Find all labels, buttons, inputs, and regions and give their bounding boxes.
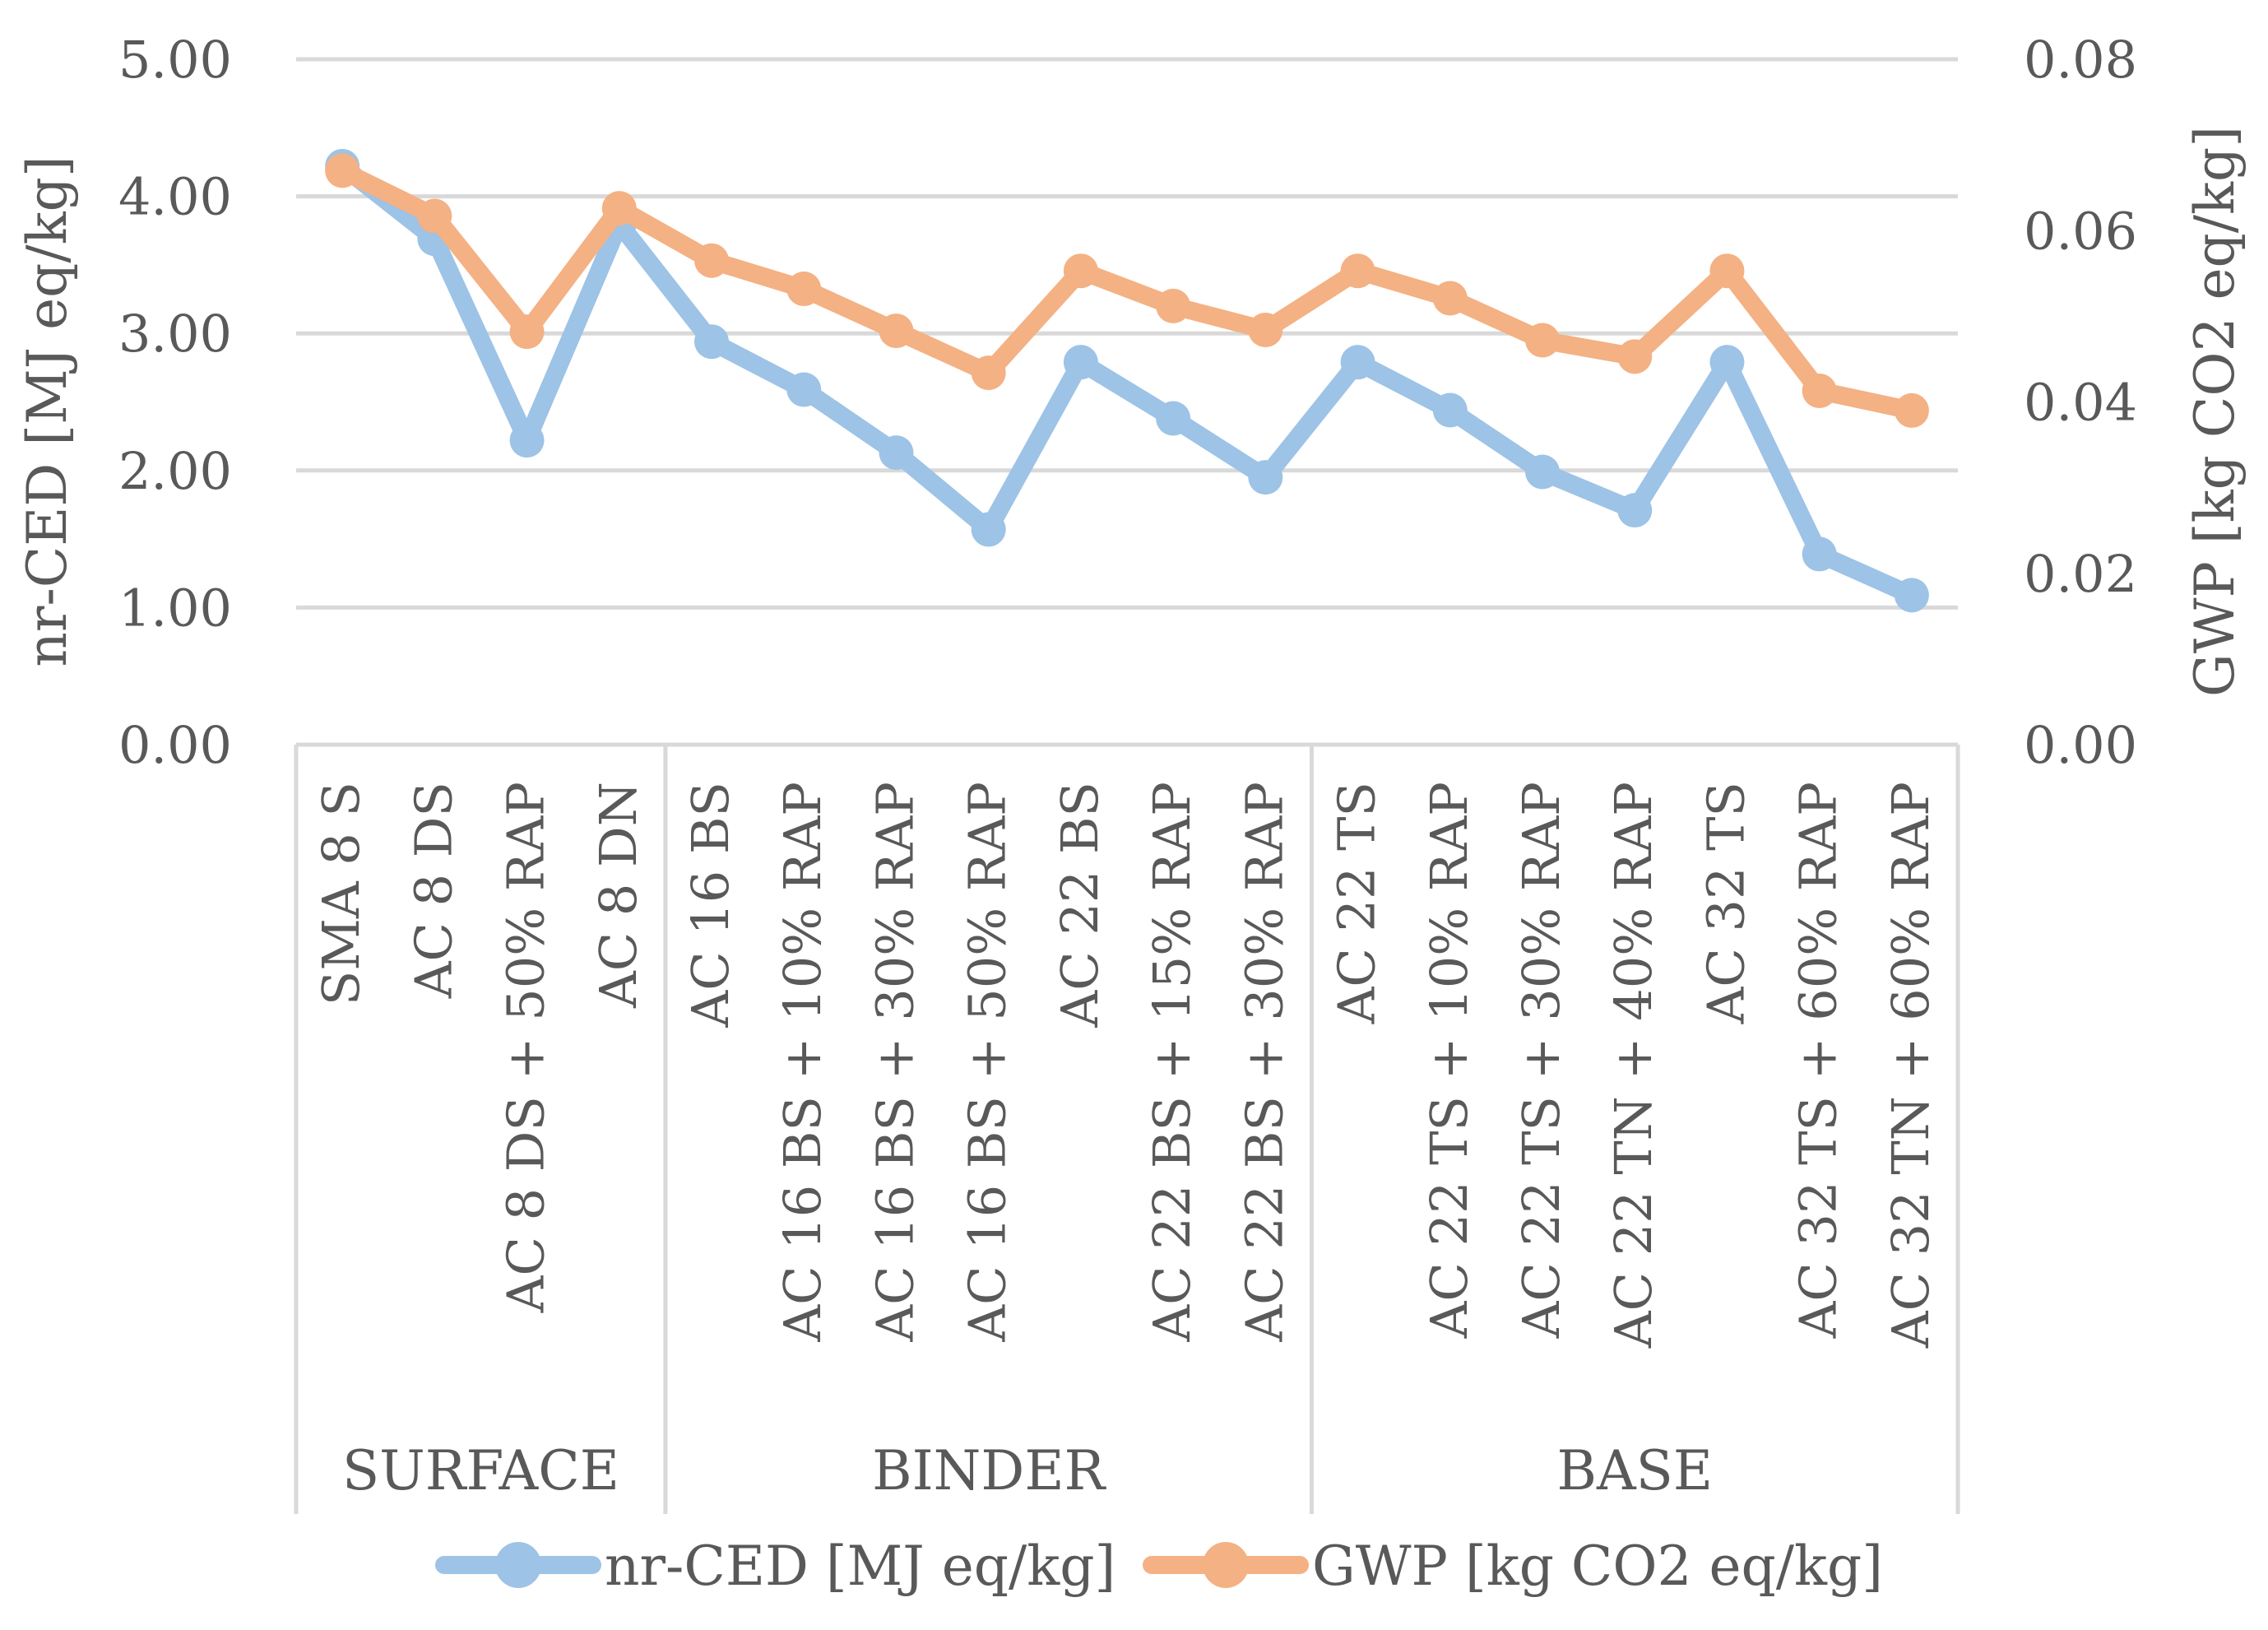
right-tick-label: 0.06 [2024,201,2137,261]
right-tick-label: 0.02 [2024,544,2137,604]
right-tick-label: 0.04 [2024,373,2137,433]
data-point [1617,339,1653,374]
data-point [786,272,822,307]
data-point [1802,373,1837,408]
category-label: AC 32 TS [1695,782,1755,1024]
data-point [601,191,637,226]
category-label: AC 16 BS + 50% RAP [958,782,1018,1343]
data-point [1432,281,1468,316]
category-label: AC 8 DS + 50% RAP [496,782,556,1313]
data-point [1340,253,1375,289]
group-label: SURFACE [342,1439,619,1502]
data-point [1248,460,1283,495]
category-label: AC 32 TN + 60% RAP [1881,782,1941,1349]
data-point [1063,345,1098,380]
left-tick-label: 5.00 [118,30,232,90]
data-point [509,423,545,458]
data-point [1525,454,1560,490]
category-label: AC 22 BS [1050,782,1110,1029]
left-tick-label: 2.00 [118,441,232,501]
data-point [417,198,452,234]
left-tick-label: 0.00 [118,715,232,775]
data-point [1709,253,1745,289]
left-axis-ticks: 0.00 1.00 2.00 3.00 4.00 5.00 [118,30,232,775]
data-point [1156,401,1191,436]
series-left [325,148,1929,613]
data-point [879,313,914,349]
series-right [325,153,1929,428]
right-tick-label: 0.08 [2024,30,2137,90]
category-label: AC 16 BS + 10% RAP [772,782,833,1343]
data-point [1894,392,1929,428]
left-tick-label: 1.00 [118,578,232,638]
right-axis-title: GWP [kg CO2 eq/kg] [2183,126,2247,697]
group-label: BASE [1556,1439,1713,1502]
data-point [786,372,822,407]
data-point [1063,253,1098,289]
data-point [509,314,545,350]
category-label: AC 22 TS + 30% RAP [1511,782,1571,1339]
category-label: AC 8 DN [588,782,648,1009]
data-point [1802,536,1837,572]
series-layer [325,148,1929,613]
category-label: AC 22 TS [1327,782,1387,1024]
data-point [1156,288,1191,323]
category-label: AC 8 DS [403,782,463,999]
category-label: AC 22 TS + 10% RAP [1419,782,1479,1339]
data-point [1525,323,1560,358]
series-line [333,161,1921,420]
category-axis-frame [294,745,1960,1514]
category-label: AC 22 TN + 40% RAP [1603,782,1663,1349]
left-tick-label: 4.00 [118,167,232,227]
category-labels: SMA 8 S AC 8 DS AC 8 DS + 50% RAP AC 8 DN AC… [311,782,1941,1349]
group-labels: SURFACE BINDER BASE [342,1439,1713,1502]
right-tick-label: 0.00 [2024,715,2137,775]
data-point [1709,345,1745,380]
data-point [971,355,1006,391]
data-point [1894,578,1929,613]
data-point [694,243,729,278]
legend: nr-CED [MJ eq/kg] GWP [kg CO2 eq/kg] [435,1535,1883,1598]
data-point [1340,345,1375,380]
legend-label: GWP [kg CO2 eq/kg] [1312,1535,1883,1598]
data-point [1248,313,1283,348]
category-label: AC 22 BS + 15% RAP [1142,782,1202,1343]
legend-marker [495,1542,541,1588]
series-line [333,156,1921,605]
data-point [325,153,360,188]
right-axis-ticks: 0.00 0.02 0.04 0.06 0.08 [2024,30,2137,775]
category-label: AC 16 BS + 30% RAP [865,782,925,1343]
legend-label: nr-CED [MJ eq/kg] [605,1535,1115,1598]
data-point [879,435,914,471]
category-label: AC 22 BS + 30% RAP [1234,782,1294,1343]
data-point [971,512,1006,547]
category-label: SMA 8 S [311,782,371,1005]
category-label: AC 32 TS + 60% RAP [1788,782,1848,1339]
data-point [1617,493,1653,528]
legend-marker [1203,1542,1249,1588]
left-tick-label: 3.00 [118,304,232,364]
category-label: AC 16 BS [680,782,740,1029]
data-point [1432,392,1468,428]
group-label: BINDER [872,1439,1106,1502]
left-axis-title: nr-CED [MJ eq/kg] [16,156,79,666]
data-point [694,324,729,360]
